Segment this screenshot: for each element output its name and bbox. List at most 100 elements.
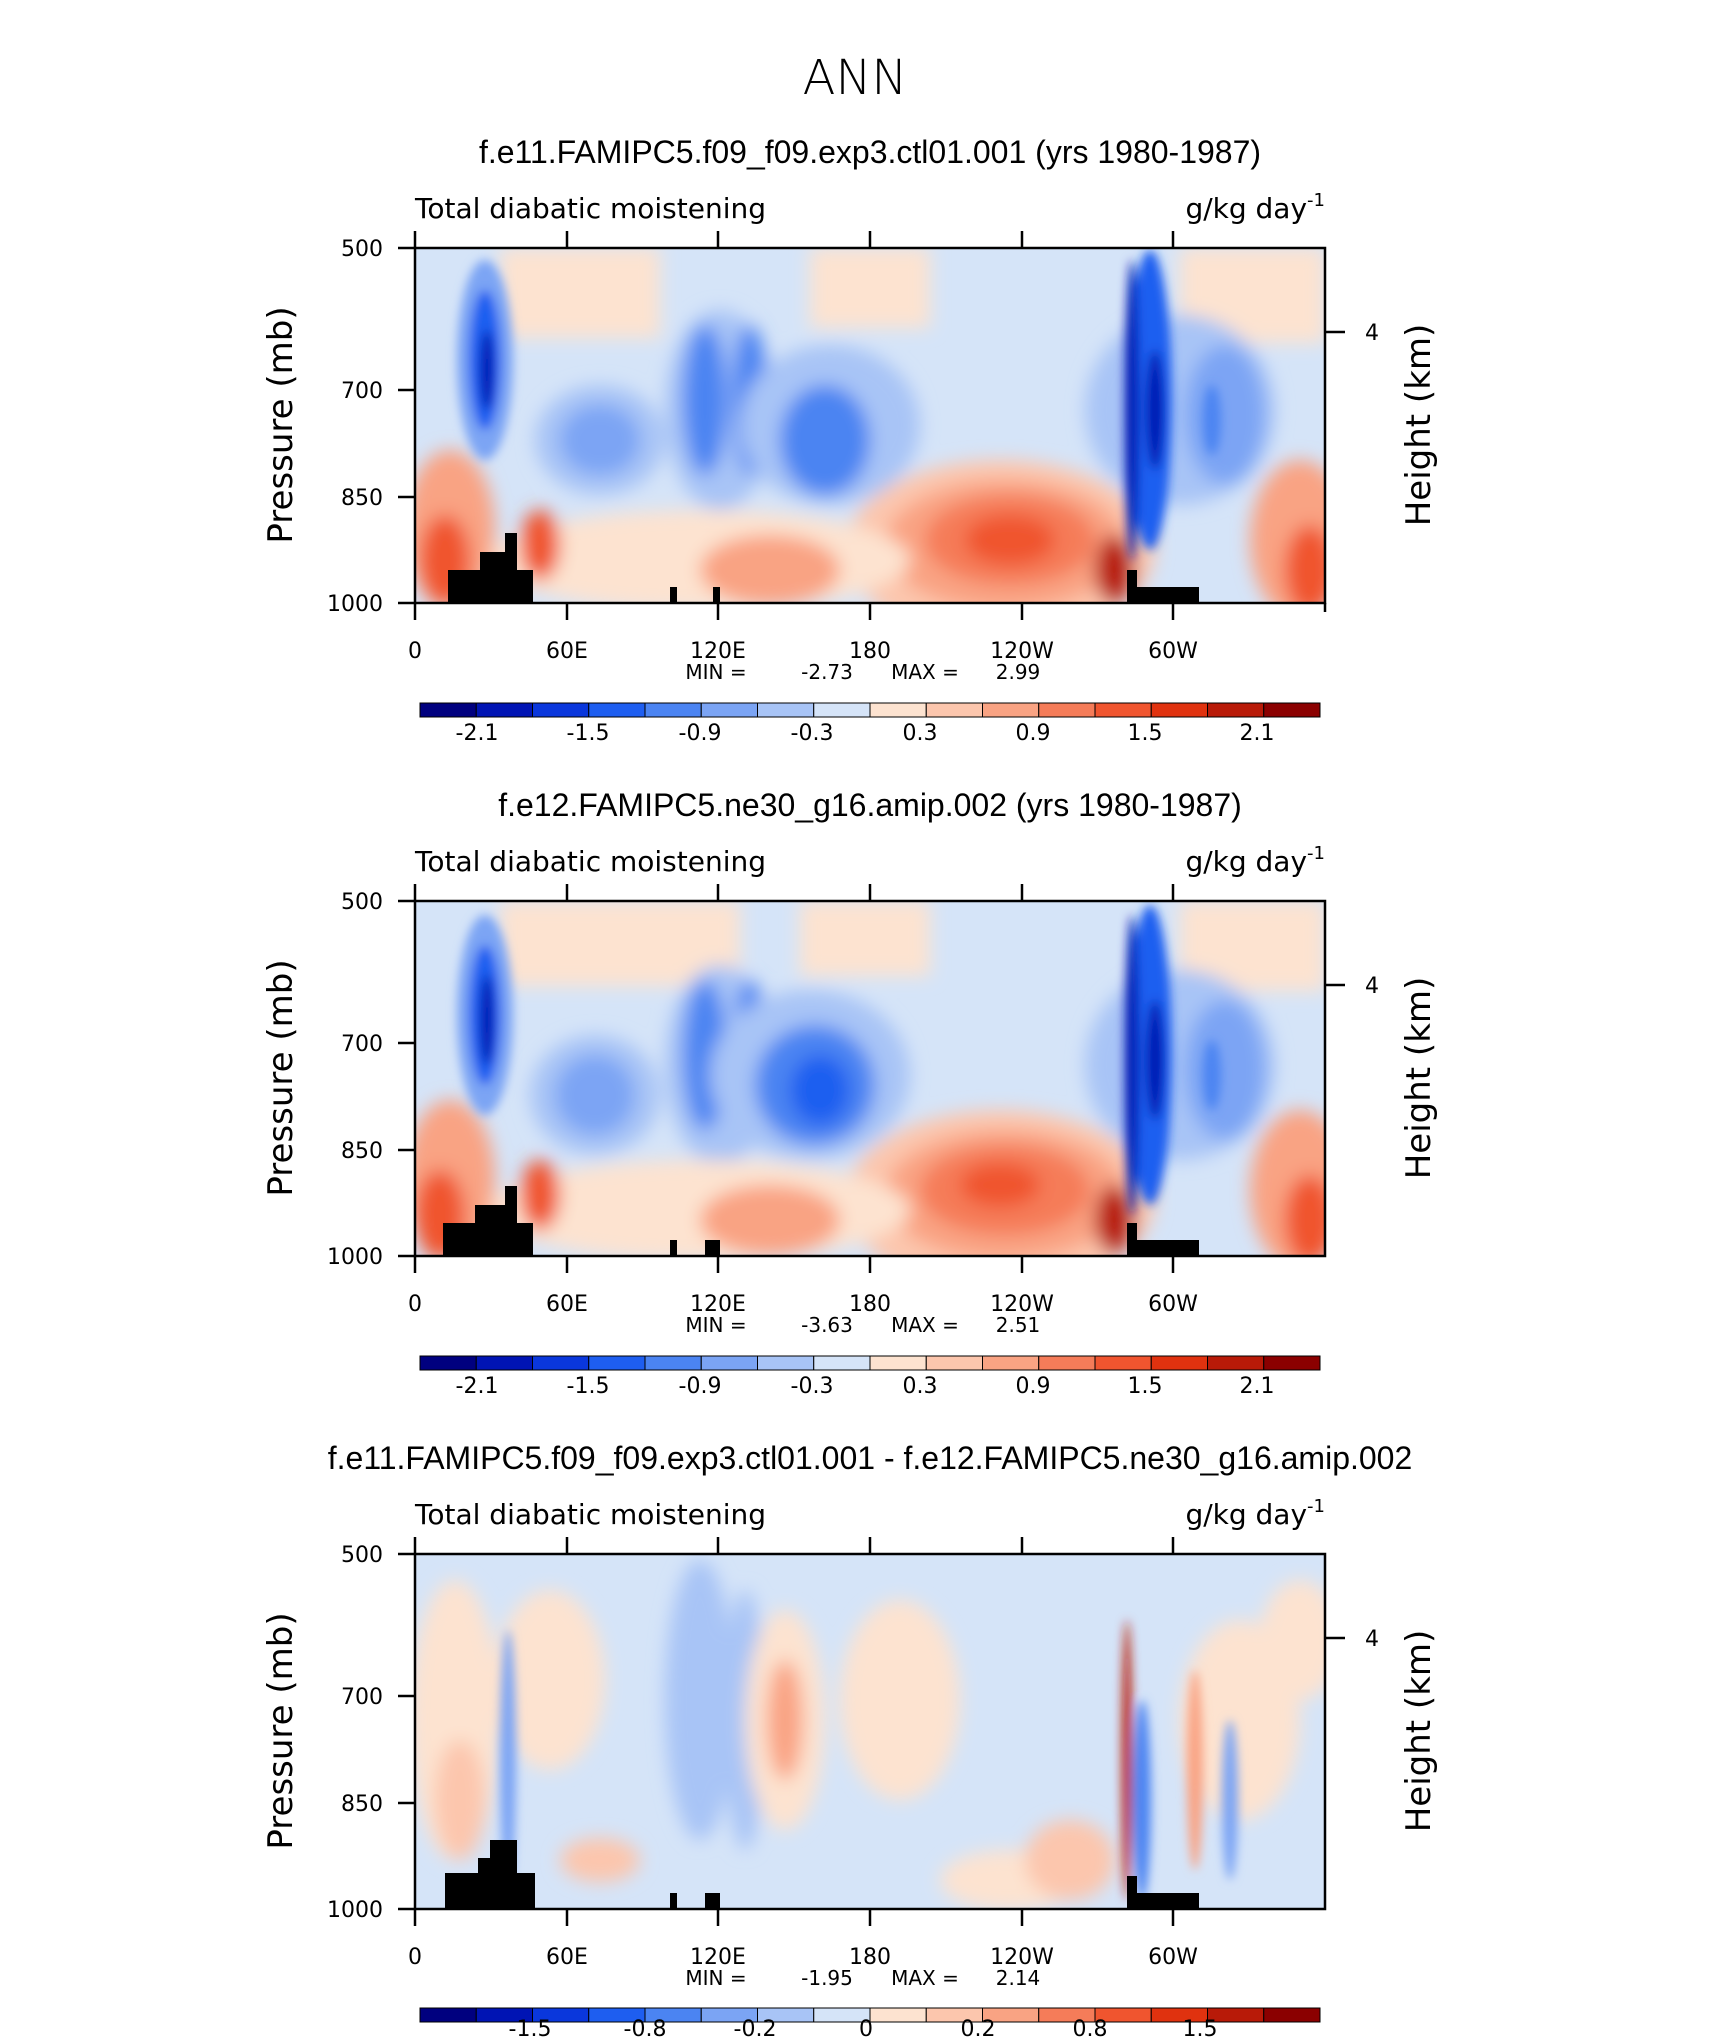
panel-2: f.e12.FAMIPC5.ne30_g16.amip.002 (yrs 198… [261, 787, 1439, 1399]
colorbar-label: 0.8 [1073, 2017, 1108, 2038]
svg-text:2.51: 2.51 [996, 1313, 1041, 1337]
colorbar-box [532, 702, 590, 718]
colorbar-label: -2.1 [456, 721, 499, 746]
svg-text:850: 850 [341, 1139, 383, 1164]
svg-text:MAX =: MAX = [891, 660, 959, 684]
svg-text:0: 0 [408, 639, 422, 664]
y-tick-labels: 500 700 850 1000 [327, 1543, 383, 1923]
colorbar-box [813, 1355, 871, 1371]
colorbar-label: -0.3 [791, 1374, 834, 1399]
colorbar-label: -1.5 [509, 2017, 552, 2038]
y-axis-label: Pressure (mb) [261, 1612, 301, 1849]
colorbar-label: 2.1 [1240, 721, 1275, 746]
colorbar-box [1150, 1355, 1208, 1371]
svg-text:700: 700 [341, 1032, 383, 1057]
y-axis-label: Pressure (mb) [261, 306, 301, 543]
panel-title: f.e11.FAMIPC5.f09_f09.exp3.ctl01.001 (yr… [479, 134, 1261, 170]
colorbar-box [700, 702, 758, 718]
colorbar-box [1263, 1355, 1321, 1371]
units-label: g/kg day-1 [1185, 190, 1325, 225]
colorbar-box [1038, 1355, 1096, 1371]
colorbar-box [757, 1355, 815, 1371]
svg-text:60E: 60E [546, 1292, 588, 1317]
right-tick-label: 4 [1365, 974, 1379, 999]
svg-text:850: 850 [341, 1792, 383, 1817]
axis-ticks [398, 231, 1345, 620]
colorbar-label: -1.5 [567, 721, 610, 746]
colorbar-box [1038, 702, 1096, 718]
colorbar-label: -0.8 [624, 2017, 667, 2038]
colorbar-box [1094, 702, 1152, 718]
svg-text:60E: 60E [546, 1945, 588, 1970]
colorbar-label: -0.9 [679, 721, 722, 746]
colorbar-box [644, 702, 702, 718]
panel-title: f.e11.FAMIPC5.f09_f09.exp3.ctl01.001 - f… [328, 1440, 1413, 1476]
svg-text:MAX =: MAX = [891, 1966, 959, 1990]
svg-text:700: 700 [341, 1685, 383, 1710]
colorbar-box [419, 702, 477, 718]
variable-label: Total diabatic moistening [414, 192, 766, 225]
colorbar-box [644, 1355, 702, 1371]
axis-ticks [398, 884, 1345, 1273]
colorbar-label: -0.9 [679, 1374, 722, 1399]
svg-text:60E: 60E [546, 639, 588, 664]
colorbar-label: 0 [859, 2017, 873, 2038]
units-label: g/kg day-1 [1185, 843, 1325, 878]
panel-3: f.e11.FAMIPC5.f09_f09.exp3.ctl01.001 - f… [261, 1440, 1439, 2038]
colorbar-box [869, 2007, 927, 2023]
variable-label: Total diabatic moistening [414, 1498, 766, 1531]
svg-text:2.14: 2.14 [996, 1966, 1041, 1990]
colorbar-label: 0.9 [1016, 721, 1051, 746]
svg-text:60W: 60W [1148, 639, 1198, 664]
x-tick-labels: 0 60E 120E 180 120W 60W [408, 639, 1198, 664]
svg-text:180: 180 [849, 1945, 891, 1970]
y-tick-labels: 500 700 850 1000 [327, 237, 383, 617]
y-axis-label: Pressure (mb) [261, 959, 301, 1196]
colorbar [419, 2007, 1321, 2023]
colorbar-label: 1.5 [1183, 2017, 1218, 2038]
y-tick-labels: 500 700 850 1000 [327, 890, 383, 1270]
colorbar-label: -0.3 [791, 721, 834, 746]
svg-text:2.99: 2.99 [996, 660, 1041, 684]
min-max-readout: MIN = -1.95 MAX = 2.14 [685, 1966, 1040, 1990]
svg-text:120E: 120E [690, 639, 746, 664]
svg-text:-2.73: -2.73 [801, 660, 853, 684]
panel-1: f.e11.FAMIPC5.f09_f09.exp3.ctl01.001 (yr… [261, 134, 1439, 746]
colorbar-label: -2.1 [456, 1374, 499, 1399]
svg-text:120E: 120E [690, 1292, 746, 1317]
svg-text:-3.63: -3.63 [801, 1313, 853, 1337]
svg-text:1000: 1000 [327, 592, 383, 617]
topography [448, 533, 1199, 603]
svg-text:180: 180 [849, 639, 891, 664]
svg-text:500: 500 [341, 1543, 383, 1568]
colorbar-box [532, 1355, 590, 1371]
contour-field [415, 248, 1325, 603]
svg-text:120W: 120W [990, 1945, 1054, 1970]
colorbar-label: 0.2 [961, 2017, 996, 2038]
svg-text:120W: 120W [990, 1292, 1054, 1317]
right-axis-label: Height (km) [1399, 324, 1439, 527]
svg-text:MAX =: MAX = [891, 1313, 959, 1337]
svg-text:60W: 60W [1148, 1292, 1198, 1317]
min-max-readout: MIN = -3.63 MAX = 2.51 [685, 1313, 1040, 1337]
colorbar [419, 702, 1321, 718]
colorbar-box [588, 1355, 646, 1371]
colorbar-labels: -2.1 -1.5 -0.9 -0.3 0.3 0.9 1.5 2.1 [456, 721, 1275, 746]
topography [443, 1186, 1199, 1256]
colorbar-box [419, 1355, 477, 1371]
min-max-readout: MIN = -2.73 MAX = 2.99 [685, 660, 1040, 684]
svg-text:1000: 1000 [327, 1898, 383, 1923]
colorbar-label: 0.3 [903, 1374, 938, 1399]
colorbar-label: 0.3 [903, 721, 938, 746]
contour-field [415, 901, 1325, 1256]
colorbar-box [1263, 2007, 1321, 2023]
colorbar-box [869, 702, 927, 718]
svg-text:120E: 120E [690, 1945, 746, 1970]
colorbar-box [1207, 702, 1265, 718]
colorbar-box [925, 1355, 983, 1371]
colorbar-label: 1.5 [1128, 1374, 1163, 1399]
svg-text:500: 500 [341, 237, 383, 262]
svg-text:700: 700 [341, 379, 383, 404]
colorbar-box [925, 702, 983, 718]
colorbar-box [982, 1355, 1040, 1371]
